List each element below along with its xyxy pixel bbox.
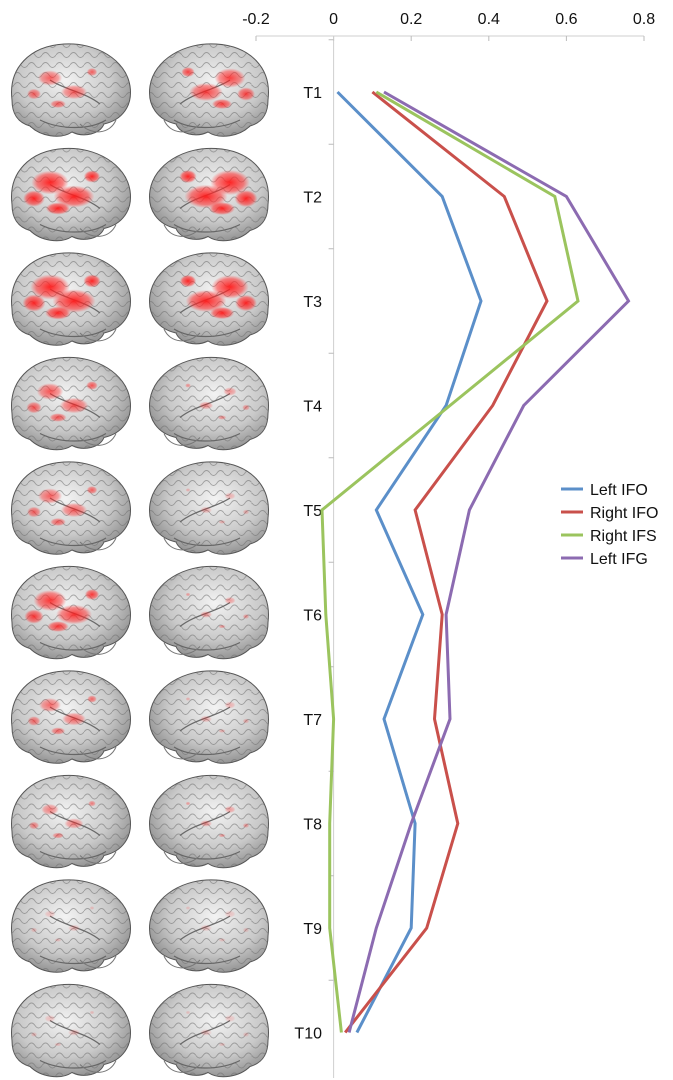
x-tick-label: 0.4 [478,11,500,28]
brain-left-t5 [11,461,131,555]
x-tick-label: 0 [329,11,338,28]
row-label-t10: T10 [294,1026,322,1043]
brain-right-t5 [149,461,269,555]
brain-right-t3 [149,252,269,346]
row-label-t8: T8 [303,817,322,834]
brain-left-t10 [11,983,131,1078]
series-line-left-ifg [347,90,631,1033]
row-label-t1: T1 [303,85,322,102]
row-label-t9: T9 [303,921,322,938]
row-label-t2: T2 [303,190,322,207]
row-label-t6: T6 [303,608,322,625]
x-tick-label: 0.2 [400,11,422,28]
row-label-t7: T7 [303,712,322,729]
brain-left-t7 [11,670,131,764]
brain-right-t6 [149,565,269,660]
series-lines [320,90,631,1034]
x-tick-label: -0.2 [242,11,270,28]
legend-label-right-ifs: Right IFS [590,528,657,545]
brain-left-t8 [11,774,131,869]
brain-right-t1 [149,43,269,137]
brain-left-t6 [11,565,131,660]
legend-label-left-ifo: Left IFO [590,482,648,499]
value-axis: -0.2 0 0.2 0.4 0.6 0.8 [242,11,655,1078]
brain-right-t10 [149,983,269,1078]
brain-right-t9 [149,879,269,973]
legend: Left IFO Right IFO Right IFS Left IFG [561,482,658,568]
legend-label-left-ifg: Left IFG [590,551,648,568]
brain-left-t3 [11,252,131,346]
series-line-right-ifs [320,90,580,1033]
legend-label-right-ifo: Right IFO [590,505,658,522]
brain-right-t2 [149,147,269,242]
brain-right-t7 [149,670,269,764]
brain-right-t8 [149,774,269,869]
brain-left-t2 [11,147,131,242]
row-label-t4: T4 [303,399,322,416]
row-label-t5: T5 [303,503,322,520]
x-tick-label: 0.8 [633,11,655,28]
brain-left-t1 [11,43,131,137]
row-labels: T1 T2 T3 T4 T5 T6 T7 T8 T9 T10 [294,85,322,1043]
row-label-t3: T3 [303,294,322,311]
brain-left-t9 [11,879,131,973]
brain-panels [11,43,269,1078]
brain-right-t4 [149,356,269,451]
series-line-right-ifo [344,90,549,1034]
brain-left-t4 [11,356,131,451]
series-line-left-ifo [336,90,483,1034]
x-tick-label: 0.6 [555,11,577,28]
